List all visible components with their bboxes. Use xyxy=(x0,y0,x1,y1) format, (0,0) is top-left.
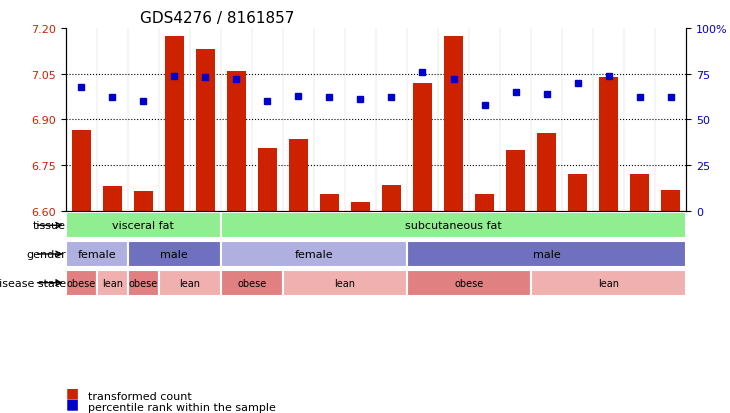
Bar xyxy=(351,202,370,211)
Bar xyxy=(289,140,308,211)
Text: ■: ■ xyxy=(66,396,79,410)
Text: gender: gender xyxy=(26,249,66,259)
FancyBboxPatch shape xyxy=(66,213,220,239)
FancyBboxPatch shape xyxy=(283,270,407,296)
Text: percentile rank within the sample: percentile rank within the sample xyxy=(88,402,275,412)
Text: GDS4276 / 8161857: GDS4276 / 8161857 xyxy=(140,12,294,26)
Text: lean: lean xyxy=(598,278,619,288)
FancyBboxPatch shape xyxy=(158,270,220,296)
Text: female: female xyxy=(295,249,333,259)
FancyBboxPatch shape xyxy=(220,213,686,239)
Bar xyxy=(568,175,587,211)
FancyBboxPatch shape xyxy=(220,270,283,296)
Text: lean: lean xyxy=(180,278,200,288)
Text: male: male xyxy=(161,249,188,259)
Bar xyxy=(196,50,215,211)
FancyBboxPatch shape xyxy=(128,242,220,267)
Bar xyxy=(661,190,680,211)
FancyBboxPatch shape xyxy=(407,242,686,267)
Text: visceral fat: visceral fat xyxy=(112,221,174,231)
Bar xyxy=(475,195,493,211)
FancyBboxPatch shape xyxy=(66,242,128,267)
Bar xyxy=(72,131,91,211)
Text: male: male xyxy=(533,249,561,259)
Bar xyxy=(630,175,649,211)
Bar xyxy=(413,84,431,211)
Text: obese: obese xyxy=(237,278,266,288)
Text: obese: obese xyxy=(454,278,484,288)
FancyBboxPatch shape xyxy=(220,242,407,267)
Bar xyxy=(506,150,525,211)
Bar xyxy=(383,185,401,211)
Bar xyxy=(103,187,121,211)
Bar xyxy=(258,149,277,211)
Bar xyxy=(537,134,556,211)
FancyBboxPatch shape xyxy=(128,270,158,296)
Text: transformed count: transformed count xyxy=(88,392,191,401)
Bar xyxy=(134,192,153,211)
Text: female: female xyxy=(77,249,116,259)
Text: tissue: tissue xyxy=(33,221,66,231)
Text: obese: obese xyxy=(66,278,96,288)
Bar xyxy=(227,71,245,211)
Text: subcutaneous fat: subcutaneous fat xyxy=(405,221,502,231)
Text: ■: ■ xyxy=(66,385,79,399)
Text: lean: lean xyxy=(334,278,356,288)
Bar xyxy=(320,195,339,211)
Bar xyxy=(165,36,184,211)
Bar xyxy=(444,36,463,211)
FancyBboxPatch shape xyxy=(66,270,96,296)
Text: disease state: disease state xyxy=(0,278,66,288)
Text: obese: obese xyxy=(128,278,158,288)
FancyBboxPatch shape xyxy=(407,270,531,296)
Bar xyxy=(599,78,618,211)
FancyBboxPatch shape xyxy=(531,270,686,296)
Text: lean: lean xyxy=(101,278,123,288)
FancyBboxPatch shape xyxy=(96,270,128,296)
